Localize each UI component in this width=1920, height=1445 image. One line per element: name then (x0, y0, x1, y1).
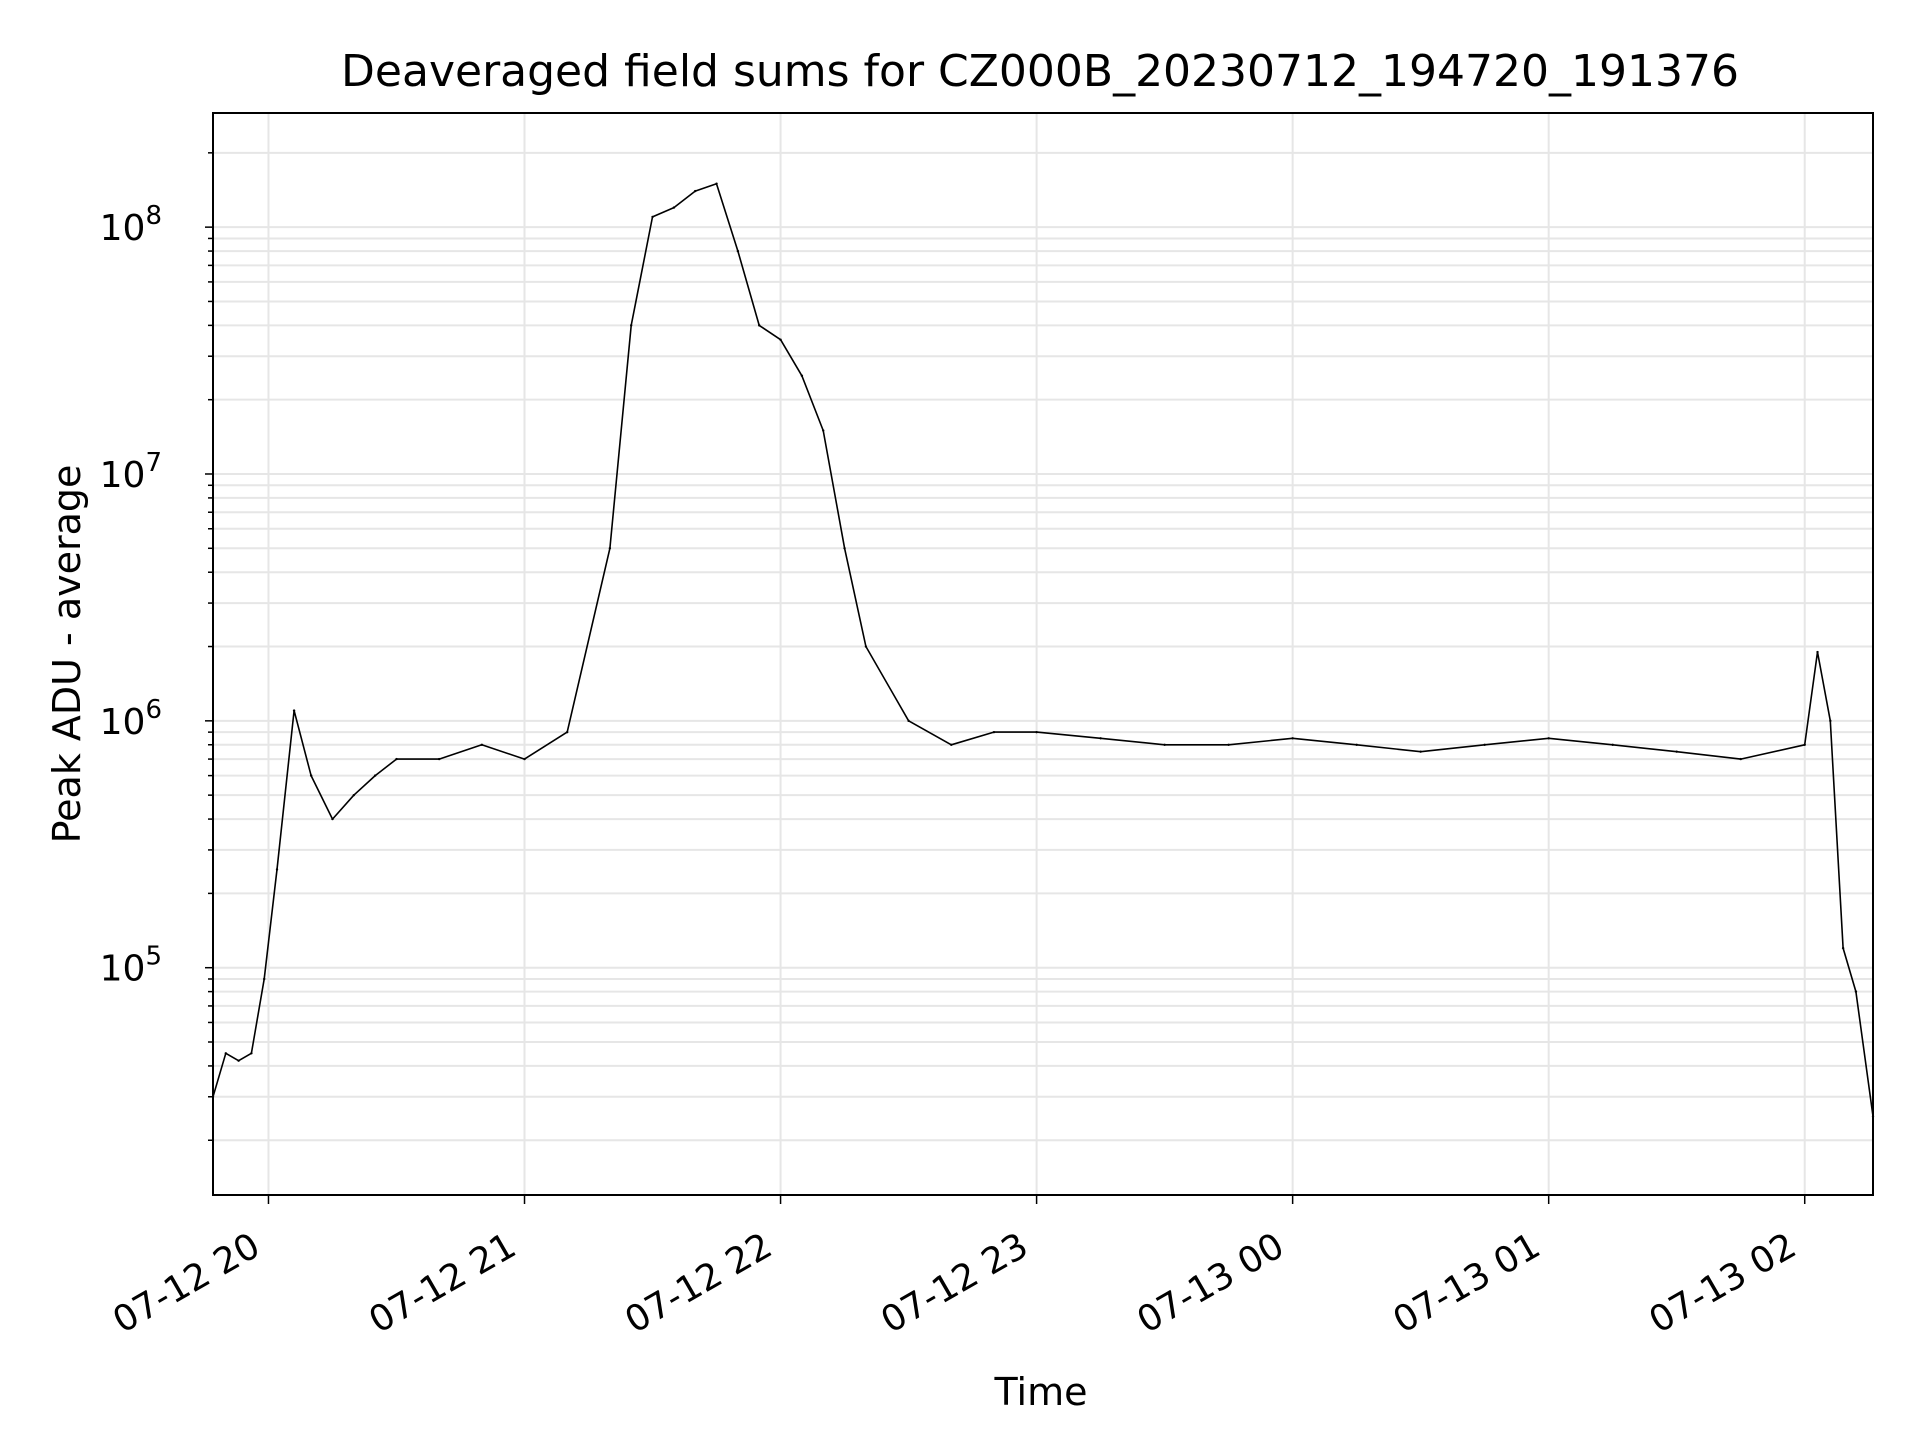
data-point (992, 730, 996, 734)
data-point (822, 429, 825, 432)
x-tick-label: 07-13 02 (1643, 1225, 1804, 1341)
x-tick-label: 07-12 20 (106, 1225, 267, 1341)
data-point (523, 757, 526, 761)
x-tick-label: 07-12 21 (362, 1225, 523, 1341)
data-point (1419, 750, 1422, 753)
data-point (1355, 743, 1358, 746)
data-point (275, 868, 279, 871)
y-tick-base: 10 (100, 208, 146, 249)
data-point (1291, 737, 1294, 740)
data-point (907, 719, 910, 723)
x-tick-label: 07-12 23 (874, 1225, 1035, 1341)
plot-frame (212, 112, 1874, 1196)
data-point (950, 743, 953, 746)
y-tick-exponent: 8 (145, 201, 162, 231)
data-point (715, 182, 718, 185)
y-tick-label: 107 (100, 448, 162, 496)
data-point (437, 757, 441, 761)
data-point (565, 730, 569, 734)
series-line (212, 182, 1874, 1117)
series-layer (211, 182, 1875, 1118)
data-point (630, 324, 633, 327)
y-tick-base: 10 (100, 702, 146, 743)
data-point (1739, 757, 1742, 761)
y-tick-base: 10 (100, 949, 146, 990)
y-tick-label: 108 (100, 201, 162, 249)
x-tick-label: 07-13 01 (1387, 1225, 1548, 1341)
data-point (758, 324, 761, 327)
data-point (1854, 990, 1858, 993)
y-axis-label: Peak ADU - average (45, 465, 89, 844)
grid (213, 113, 1873, 1195)
data-point (843, 547, 846, 550)
data-point (237, 1059, 240, 1062)
x-axis: 07-12 20 07-12 21 07-12 22 07-12 23 07-13 00… (106, 1195, 1806, 1342)
data-point (1803, 743, 1806, 746)
data-point (263, 977, 266, 981)
data-point (672, 206, 676, 209)
data-point (1816, 650, 1819, 654)
y-tick-exponent: 6 (145, 695, 162, 725)
y-tick-exponent: 5 (145, 942, 162, 972)
data-point (1547, 737, 1550, 740)
x-tick-label: 07-12 22 (618, 1225, 779, 1341)
data-point (1483, 743, 1486, 746)
data-point (250, 1052, 253, 1055)
data-point (480, 743, 484, 746)
y-tick-label: 105 (100, 942, 162, 990)
chart-title: Deaveraged field sums for CZ000B_2023071… (341, 46, 1739, 97)
y-tick-exponent: 7 (145, 448, 162, 478)
data-point (224, 1052, 228, 1055)
data-point (352, 793, 356, 797)
data-point (395, 757, 398, 761)
x-tick-label: 07-13 00 (1130, 1225, 1291, 1341)
data-point (331, 817, 334, 821)
x-axis-label: Time (994, 1370, 1088, 1414)
data-point (1675, 750, 1678, 753)
data-point (800, 374, 804, 377)
y-tick-base: 10 (100, 455, 146, 496)
data-point (1227, 743, 1230, 746)
data-point (736, 249, 740, 253)
data-point (1841, 946, 1845, 950)
data-point (1829, 719, 1832, 723)
data-point (608, 547, 612, 550)
data-point (779, 338, 782, 341)
data-point (864, 645, 868, 648)
data-point (373, 774, 377, 777)
data-point (1099, 737, 1102, 740)
data-point (1035, 730, 1038, 734)
data-point (651, 215, 654, 219)
y-tick-label: 106 (100, 695, 162, 743)
data-point (1163, 743, 1166, 746)
data-point (309, 774, 313, 777)
data-point (694, 189, 697, 193)
data-point (1611, 743, 1614, 746)
data-point (292, 709, 296, 712)
